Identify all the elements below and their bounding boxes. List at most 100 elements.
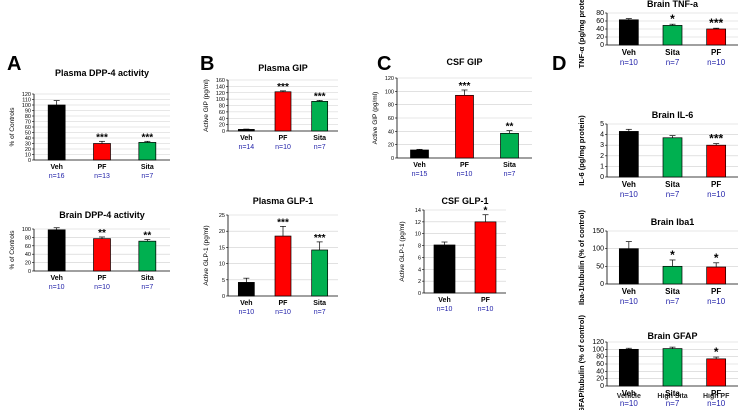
y-tick-label: 0	[222, 129, 225, 135]
y-tick-label: 40	[388, 129, 394, 135]
bar-veh	[433, 244, 456, 294]
bar-sita	[500, 132, 519, 159]
y-tick-label: 60	[219, 110, 225, 116]
n-count-label: n=7	[666, 399, 680, 408]
y-axis-label: GFAP/tubulin (% of control)	[577, 315, 586, 410]
x-category-label: PF	[711, 48, 721, 57]
bar-sita	[311, 249, 329, 297]
y-tick-label: 120	[216, 91, 225, 97]
significance-stars: ***	[277, 217, 289, 228]
n-count-label: n=10	[620, 190, 639, 199]
significance-stars: *	[484, 206, 488, 217]
y-axis-label: Active GLP-1 (pg/ml)	[399, 221, 406, 281]
chart-title: CSF GLP-1	[441, 196, 488, 206]
y-axis-label: % of Controls	[9, 230, 16, 270]
bar-pf	[93, 143, 111, 161]
y-tick-label: 80	[219, 104, 225, 110]
y-tick-label: 20	[219, 229, 225, 235]
y-tick-label: 80	[596, 354, 604, 361]
chart-brain_tnfa: Brain TNF-a TNF-α (pg/mg protein) 02040608…	[577, 0, 738, 68]
chart-csf_glp1: CSF GLP-1 Active GLP-1 (pg/ml) 0 2 4 6 8 10 12 14…	[399, 196, 506, 313]
bar-veh	[618, 248, 639, 285]
x-category-label: Sita	[313, 300, 326, 307]
chart-title: Plasma GLP-1	[253, 196, 314, 206]
x-category-label: PF	[460, 162, 470, 169]
y-tick-label: 120	[385, 76, 394, 82]
significance-stars: ***	[314, 91, 326, 102]
n-count-label: n=7	[141, 284, 153, 291]
chart-plasma_glp1: Plasma GLP-1 Active GLP-1 (pg/ml) 0 5 10 15 20…	[203, 196, 338, 316]
bar-pf	[274, 235, 292, 297]
x-category-label: Sita	[665, 287, 680, 296]
y-tick-label: 100	[22, 103, 31, 109]
y-tick-label: 120	[592, 339, 604, 346]
x-category-label: Sita	[313, 135, 326, 142]
y-tick-label: 0	[600, 281, 604, 288]
y-tick-label: 4	[600, 132, 604, 139]
chart-plasma_dpp4: Plasma DPP-4 activity % of Controls 010203…	[9, 68, 170, 180]
y-tick-label: 2	[600, 153, 604, 160]
n-count-label: n=10	[707, 399, 726, 408]
bar-pf	[474, 221, 497, 294]
y-axis-label: IL-6 (pg/mg protein)	[577, 115, 586, 186]
x-category-label: PF	[711, 287, 721, 296]
y-tick-label: 0	[600, 383, 604, 390]
panel-letter-b: B	[200, 53, 214, 75]
chart-title: Brain Iba1	[651, 217, 695, 227]
significance-stars: ***	[277, 82, 289, 93]
y-tick-label: 40	[596, 26, 604, 33]
x-category-label: Veh	[50, 275, 62, 282]
x-category-label: Veh	[240, 135, 252, 142]
bar-pf	[706, 144, 727, 178]
n-count-label: n=10	[707, 297, 726, 306]
significance-stars: *	[670, 12, 675, 26]
y-tick-label: 160	[216, 78, 225, 84]
chart-csf_gip: CSF GIP Active GIP (pg/ml) 0 20 40 60 80 100 120…	[372, 57, 532, 178]
x-category-overlap-label: Vehicle	[617, 393, 641, 400]
bar-pf	[706, 358, 727, 387]
chart-title: Plasma DPP-4 activity	[55, 68, 149, 78]
chart-brain_dpp4: Brain DPP-4 activity % of Controls 0 20 40 60…	[9, 210, 170, 291]
bar-sita	[662, 265, 683, 285]
chart-title: Brain GFAP	[647, 331, 697, 341]
significance-stars: *	[714, 251, 719, 265]
bar-veh	[237, 282, 255, 297]
y-tick-label: 100	[592, 246, 604, 253]
x-category-label: Veh	[50, 164, 62, 171]
n-count-label: n=7	[314, 144, 326, 151]
y-tick-label: 5	[222, 278, 225, 284]
n-count-label: n=7	[666, 58, 680, 67]
n-count-label: n=7	[504, 171, 516, 178]
bar-sita	[662, 348, 683, 387]
x-category-label: Veh	[438, 297, 450, 304]
bar-veh	[237, 129, 255, 132]
y-tick-label: 6	[418, 255, 421, 261]
x-category-label: Sita	[141, 275, 154, 282]
y-tick-label: 80	[25, 114, 31, 120]
y-tick-label: 100	[592, 346, 604, 353]
y-tick-label: 2	[418, 279, 421, 285]
bar-veh	[47, 229, 66, 272]
y-tick-label: 0	[418, 291, 421, 297]
y-tick-label: 30	[25, 142, 31, 148]
y-tick-label: 4	[418, 267, 421, 273]
significance-stars: *	[670, 248, 675, 262]
y-tick-label: 60	[596, 361, 604, 368]
n-count-label: n=10	[94, 284, 110, 291]
n-count-label: n=14	[238, 144, 254, 151]
y-tick-label: 20	[25, 147, 31, 153]
x-category-label: PF	[279, 135, 289, 142]
y-tick-label: 5	[600, 121, 604, 128]
y-tick-label: 40	[219, 116, 225, 122]
bar-veh	[618, 19, 639, 46]
x-category-label: PF	[279, 300, 289, 307]
n-count-label: n=10	[620, 58, 639, 67]
x-category-label: Veh	[622, 48, 636, 57]
y-tick-label: 20	[25, 261, 31, 267]
x-category-label: Veh	[413, 162, 425, 169]
bar-veh	[618, 131, 639, 178]
y-tick-label: 150	[592, 228, 604, 235]
y-tick-label: 20	[219, 123, 225, 129]
n-count-label: n=10	[707, 58, 726, 67]
